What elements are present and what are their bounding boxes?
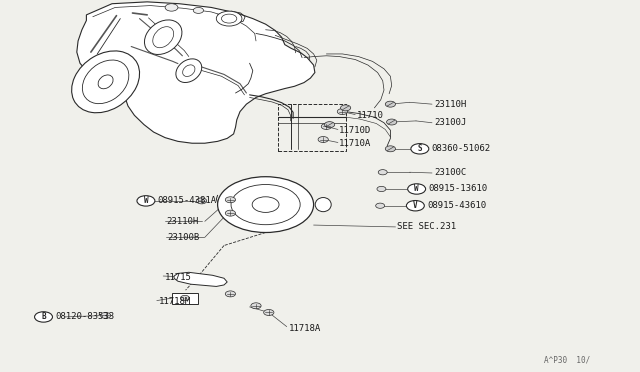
Text: 11710: 11710 bbox=[357, 111, 384, 120]
Ellipse shape bbox=[145, 20, 182, 54]
Text: B: B bbox=[41, 312, 46, 321]
Circle shape bbox=[385, 146, 396, 152]
Circle shape bbox=[252, 197, 279, 212]
Ellipse shape bbox=[98, 75, 113, 89]
Circle shape bbox=[324, 122, 335, 128]
Circle shape bbox=[222, 12, 232, 18]
Circle shape bbox=[225, 291, 236, 297]
Circle shape bbox=[137, 196, 155, 206]
Circle shape bbox=[377, 186, 386, 192]
Circle shape bbox=[411, 144, 429, 154]
Ellipse shape bbox=[83, 60, 129, 104]
Circle shape bbox=[100, 312, 111, 318]
Text: W: W bbox=[143, 196, 148, 205]
Text: 23100C: 23100C bbox=[434, 169, 466, 177]
Circle shape bbox=[193, 7, 204, 13]
Text: 23100B: 23100B bbox=[168, 233, 200, 242]
Circle shape bbox=[337, 109, 348, 115]
Circle shape bbox=[165, 4, 178, 11]
Circle shape bbox=[35, 312, 52, 322]
Circle shape bbox=[251, 303, 261, 309]
Circle shape bbox=[218, 177, 314, 232]
Text: 08120-83533: 08120-83533 bbox=[55, 312, 114, 321]
Circle shape bbox=[340, 105, 351, 111]
Text: 11710D: 11710D bbox=[339, 126, 371, 135]
Circle shape bbox=[406, 201, 424, 211]
Circle shape bbox=[408, 184, 426, 194]
Polygon shape bbox=[174, 272, 227, 286]
Text: 08915-43610: 08915-43610 bbox=[427, 201, 486, 210]
Circle shape bbox=[216, 11, 242, 26]
Text: 11718A: 11718A bbox=[289, 324, 321, 333]
Text: 11710A: 11710A bbox=[339, 139, 371, 148]
Circle shape bbox=[180, 295, 189, 301]
Circle shape bbox=[225, 210, 236, 216]
Circle shape bbox=[264, 310, 274, 315]
FancyBboxPatch shape bbox=[172, 293, 198, 304]
Circle shape bbox=[231, 185, 300, 225]
Ellipse shape bbox=[153, 27, 173, 48]
Ellipse shape bbox=[72, 51, 140, 113]
Circle shape bbox=[321, 124, 332, 129]
Text: V: V bbox=[413, 201, 418, 210]
Circle shape bbox=[387, 119, 397, 125]
Text: 08360-51062: 08360-51062 bbox=[431, 144, 490, 153]
Ellipse shape bbox=[182, 65, 195, 77]
Circle shape bbox=[318, 137, 328, 142]
Circle shape bbox=[225, 197, 236, 203]
Circle shape bbox=[376, 203, 385, 208]
Text: 23110H: 23110H bbox=[166, 217, 198, 226]
Circle shape bbox=[196, 198, 207, 204]
Text: A^P30  10/: A^P30 10/ bbox=[544, 356, 590, 365]
Text: 08915-4381A: 08915-4381A bbox=[157, 196, 216, 205]
Ellipse shape bbox=[315, 198, 332, 212]
Polygon shape bbox=[77, 2, 315, 143]
Text: 08915-13610: 08915-13610 bbox=[428, 185, 487, 193]
Text: 23110H: 23110H bbox=[434, 100, 466, 109]
Text: 11715: 11715 bbox=[165, 273, 192, 282]
Text: W: W bbox=[414, 185, 419, 193]
Text: 23100J: 23100J bbox=[434, 118, 466, 127]
Circle shape bbox=[378, 170, 387, 175]
Circle shape bbox=[385, 101, 396, 107]
Text: SEE SEC.231: SEE SEC.231 bbox=[397, 222, 456, 231]
Text: S: S bbox=[417, 144, 422, 153]
Text: 11718M: 11718M bbox=[159, 297, 191, 306]
Ellipse shape bbox=[176, 59, 202, 83]
Circle shape bbox=[221, 14, 237, 23]
